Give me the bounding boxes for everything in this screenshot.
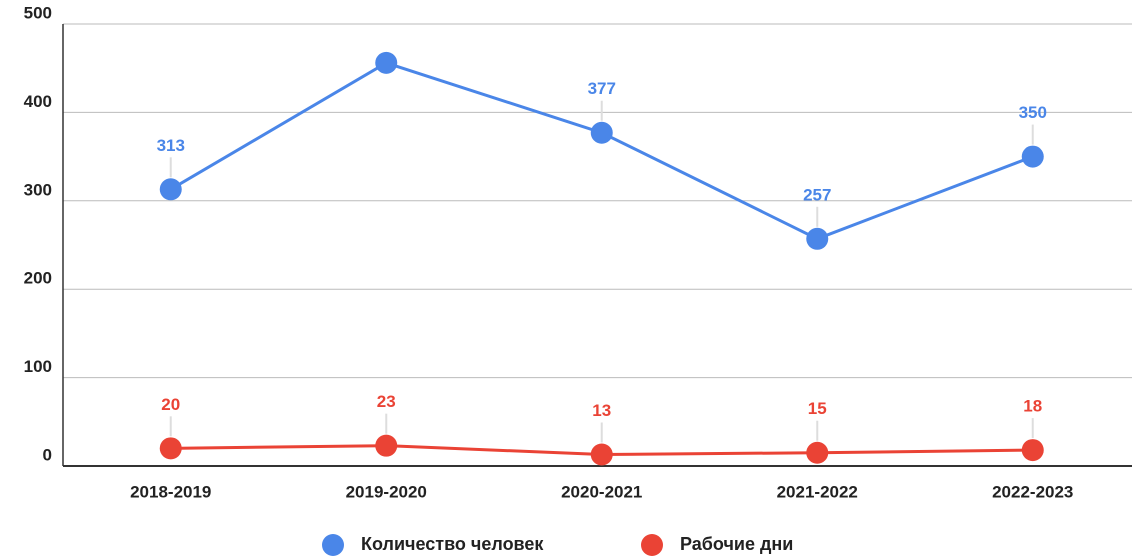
data-label: 313 [157,136,185,155]
data-label: 20 [161,395,180,414]
data-label: 350 [1019,103,1047,122]
legend-marker [322,534,344,556]
data-point [806,441,829,464]
data-point [375,434,398,457]
x-tick-label: 2022-2023 [992,482,1073,501]
data-label: 13 [592,401,611,420]
y-tick-label: 500 [24,3,52,22]
legend-label: Количество человек [361,534,544,554]
data-point [375,51,398,74]
y-tick-label: 100 [24,357,52,376]
data-point [1021,439,1044,462]
data-label: 18 [1023,397,1042,416]
y-tick-label: 0 [43,445,52,464]
data-label: 257 [803,185,831,204]
y-tick-label: 300 [24,180,52,199]
x-tick-label: 2018-2019 [130,482,211,501]
x-tick-label: 2020-2021 [561,482,642,501]
data-label: 23 [377,392,396,411]
x-tick-label: 2019-2020 [346,482,427,501]
data-point [590,121,613,144]
data-point [1021,145,1044,168]
legend-marker [641,534,663,556]
data-label: 15 [808,399,827,418]
data-point [159,437,182,460]
data-point [806,227,829,250]
y-tick-label: 400 [24,92,52,111]
data-point [590,443,613,466]
y-tick-label: 200 [24,269,52,288]
x-tick-label: 2021-2022 [777,482,858,501]
legend-label: Рабочие дни [680,534,793,554]
data-point [159,178,182,201]
data-label: 377 [588,79,616,98]
